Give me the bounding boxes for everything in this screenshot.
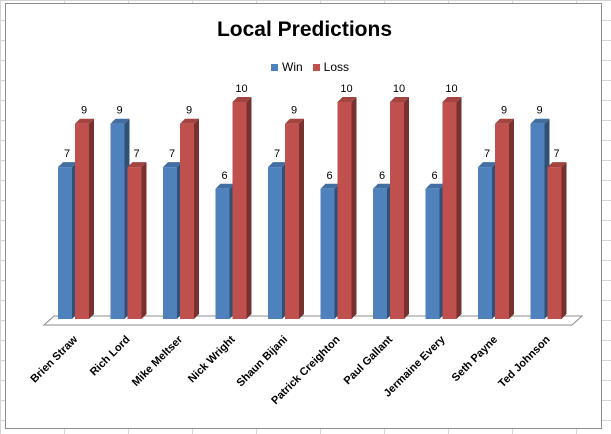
bar-side-loss-8 bbox=[509, 118, 514, 319]
chart-area[interactable]: Local Predictions Win Loss 7 9 Brien Straw… bbox=[5, 3, 602, 429]
legend-swatch-loss bbox=[312, 63, 320, 71]
data-label-loss-4: 9 bbox=[291, 105, 297, 117]
data-label-win-4: 7 bbox=[274, 148, 280, 160]
category-label-3: Nick Wright bbox=[186, 333, 238, 385]
bar-top-loss-3 bbox=[232, 97, 252, 102]
bar-side-loss-6 bbox=[404, 97, 409, 319]
bar-loss-3 bbox=[232, 102, 247, 319]
bar-top-loss-8 bbox=[495, 118, 514, 124]
bar-top-win-8 bbox=[478, 162, 497, 168]
category-label-1: Rich Lord bbox=[88, 334, 133, 379]
category-label-2: Mike Meltser bbox=[130, 333, 186, 389]
bar-top-win-5 bbox=[320, 183, 340, 189]
data-label-win-3: 6 bbox=[221, 170, 227, 182]
bar-loss-8 bbox=[495, 123, 509, 319]
bar-top-win-6 bbox=[373, 183, 392, 189]
data-label-win-2: 7 bbox=[169, 148, 175, 160]
bar-top-loss-2 bbox=[180, 118, 199, 124]
bar-top-win-4 bbox=[268, 162, 287, 168]
data-label-loss-2: 9 bbox=[186, 105, 192, 117]
data-label-loss-9: 7 bbox=[553, 148, 559, 160]
category-label-0: Brien Straw bbox=[28, 333, 80, 385]
category-label-8: Seth Payne bbox=[450, 334, 500, 384]
legend-item-loss: Loss bbox=[312, 60, 350, 74]
category-label-6: Paul Gallant bbox=[342, 333, 396, 387]
bar-top-win-0 bbox=[58, 162, 77, 168]
chart-title: Local Predictions bbox=[216, 18, 393, 41]
bar-win-1 bbox=[110, 123, 125, 319]
data-label-loss-6: 10 bbox=[393, 83, 405, 95]
bar-side-loss-4 bbox=[299, 118, 304, 319]
bar-win-4 bbox=[268, 167, 282, 319]
bar-win-2 bbox=[163, 167, 177, 319]
bar-loss-2 bbox=[180, 123, 194, 319]
bar-win-0 bbox=[58, 167, 72, 319]
bar-top-win-7 bbox=[425, 183, 445, 189]
bar-side-loss-1 bbox=[141, 162, 147, 319]
bar-top-win-1 bbox=[110, 118, 130, 124]
bar-top-loss-5 bbox=[337, 97, 357, 102]
bar-loss-1 bbox=[127, 167, 142, 319]
bar-win-8 bbox=[478, 167, 492, 319]
data-label-win-0: 7 bbox=[64, 148, 70, 160]
bar-top-win-3 bbox=[215, 183, 235, 189]
plot-area: 7 9 Brien Straw 9 7 Rich Lord 7 9 Mike Meltser 6 1… bbox=[28, 83, 584, 407]
bar-top-loss-7 bbox=[442, 97, 462, 102]
bar-win-3 bbox=[215, 188, 230, 319]
data-label-loss-5: 10 bbox=[340, 83, 352, 95]
bar-win-6 bbox=[373, 188, 387, 319]
bar-loss-5 bbox=[337, 102, 352, 319]
bar-side-loss-9 bbox=[561, 162, 567, 319]
legend-label-win: Win bbox=[282, 60, 303, 74]
bar-win-9 bbox=[530, 123, 545, 319]
data-label-win-1: 9 bbox=[116, 105, 122, 117]
bar-side-loss-5 bbox=[351, 97, 357, 319]
data-label-loss-3: 10 bbox=[235, 83, 247, 95]
bar-side-loss-2 bbox=[194, 118, 199, 319]
data-label-loss-1: 7 bbox=[133, 148, 139, 160]
category-label-9: Ted Johnson bbox=[496, 333, 553, 390]
bar-top-loss-1 bbox=[127, 162, 147, 168]
bar-top-loss-4 bbox=[285, 118, 304, 124]
bar-loss-0 bbox=[75, 123, 89, 319]
bar-side-loss-7 bbox=[456, 97, 462, 319]
bar-top-loss-0 bbox=[75, 118, 94, 124]
legend-item-win: Win bbox=[271, 60, 303, 74]
bar-loss-9 bbox=[547, 167, 562, 319]
category-label-4: Shaun Bijani bbox=[235, 334, 291, 390]
bar-win-5 bbox=[320, 188, 335, 319]
data-label-loss-7: 10 bbox=[445, 83, 457, 95]
bar-top-win-9 bbox=[530, 118, 550, 124]
bar-top-loss-9 bbox=[547, 162, 567, 168]
bar-top-loss-6 bbox=[390, 97, 409, 102]
data-label-win-6: 6 bbox=[379, 170, 385, 182]
bar-loss-7 bbox=[442, 102, 457, 319]
legend-label-loss: Loss bbox=[323, 60, 350, 74]
bar-loss-6 bbox=[390, 102, 404, 319]
data-label-win-8: 7 bbox=[484, 148, 490, 160]
data-label-win-9: 9 bbox=[536, 105, 542, 117]
data-label-win-5: 6 bbox=[326, 170, 332, 182]
bar-side-loss-3 bbox=[246, 97, 252, 319]
data-label-win-7: 6 bbox=[431, 170, 437, 182]
legend-swatch-win bbox=[271, 63, 278, 71]
legend: Win Loss bbox=[271, 60, 359, 74]
bar-loss-4 bbox=[285, 123, 299, 319]
data-label-loss-0: 9 bbox=[81, 105, 87, 117]
bar-win-7 bbox=[425, 188, 440, 319]
bar-side-loss-0 bbox=[89, 118, 94, 319]
bar-top-win-2 bbox=[163, 162, 182, 168]
data-label-loss-8: 9 bbox=[501, 105, 507, 117]
